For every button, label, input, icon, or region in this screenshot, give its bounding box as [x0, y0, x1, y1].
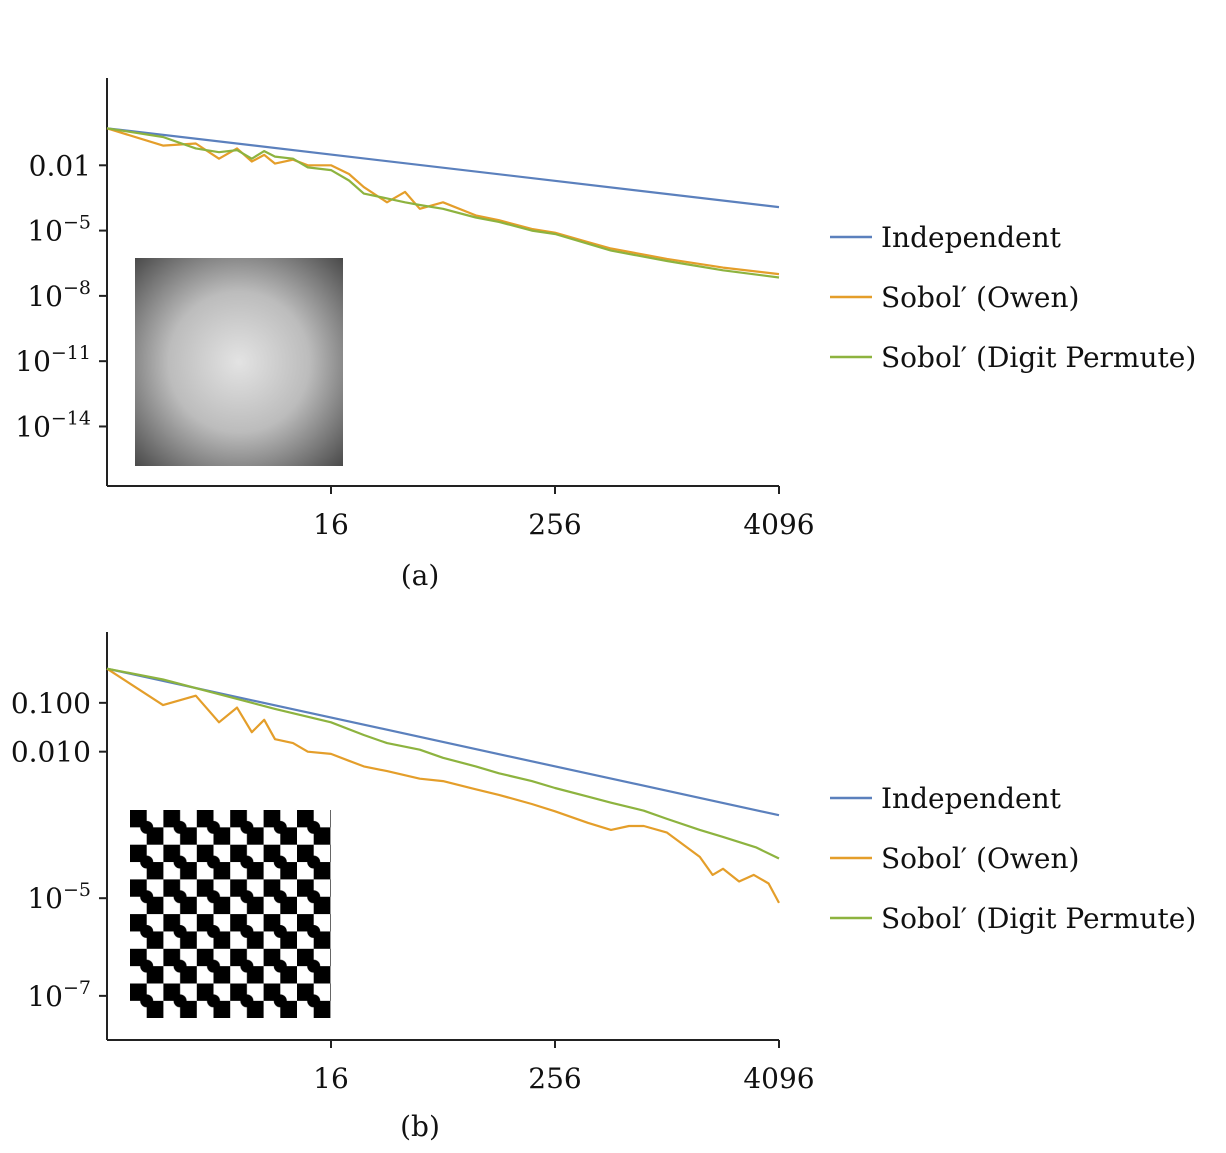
x-tick-label: 256: [528, 508, 581, 541]
y-tick-label: 10−11: [15, 342, 91, 378]
y-tick-label: 0.100: [11, 687, 91, 720]
y-tick-label: 0.010: [11, 736, 91, 769]
y-tick-label: 10−7: [27, 977, 91, 1013]
y-tick-label: 10−14: [15, 407, 91, 443]
y-tick-label: 10−8: [27, 277, 91, 313]
y-tick-label: 10−5: [27, 212, 91, 248]
series-line-0: [106, 127, 780, 209]
x-tick-label: 4096: [743, 1062, 814, 1095]
x-tick-label: 256: [528, 1062, 581, 1095]
x-tick-label: 16: [313, 1062, 349, 1095]
series-line-1: [106, 667, 780, 904]
panel-a: 0.01 10−5 10−8 10−11 10−14 16 256 4096 Independe…: [15, 78, 1196, 592]
legend-label: Sobol′ (Digit Permute): [881, 341, 1196, 374]
y-tick-label: 10−5: [27, 879, 91, 915]
panel-b: 0.100 0.010 10−5 10−7 16 256 4096 Independent So…: [11, 632, 1196, 1143]
panel-caption: (a): [401, 559, 440, 592]
legend-label: Sobol′ (Owen): [881, 281, 1079, 314]
series-line-2: [106, 667, 780, 860]
y-tick-label: 0.01: [29, 149, 91, 182]
legend-label: Sobol′ (Owen): [881, 842, 1079, 875]
legend-label: Independent: [881, 782, 1062, 815]
inset-radial-gradient: [135, 258, 343, 466]
panel-caption: (b): [400, 1110, 440, 1143]
legend-label: Sobol′ (Digit Permute): [881, 902, 1196, 935]
legend-label: Independent: [881, 221, 1062, 254]
x-tick-label: 4096: [743, 508, 814, 541]
x-tick-label: 16: [313, 508, 349, 541]
series-line-2: [106, 127, 780, 279]
inset-checkerboard: [130, 810, 331, 1018]
